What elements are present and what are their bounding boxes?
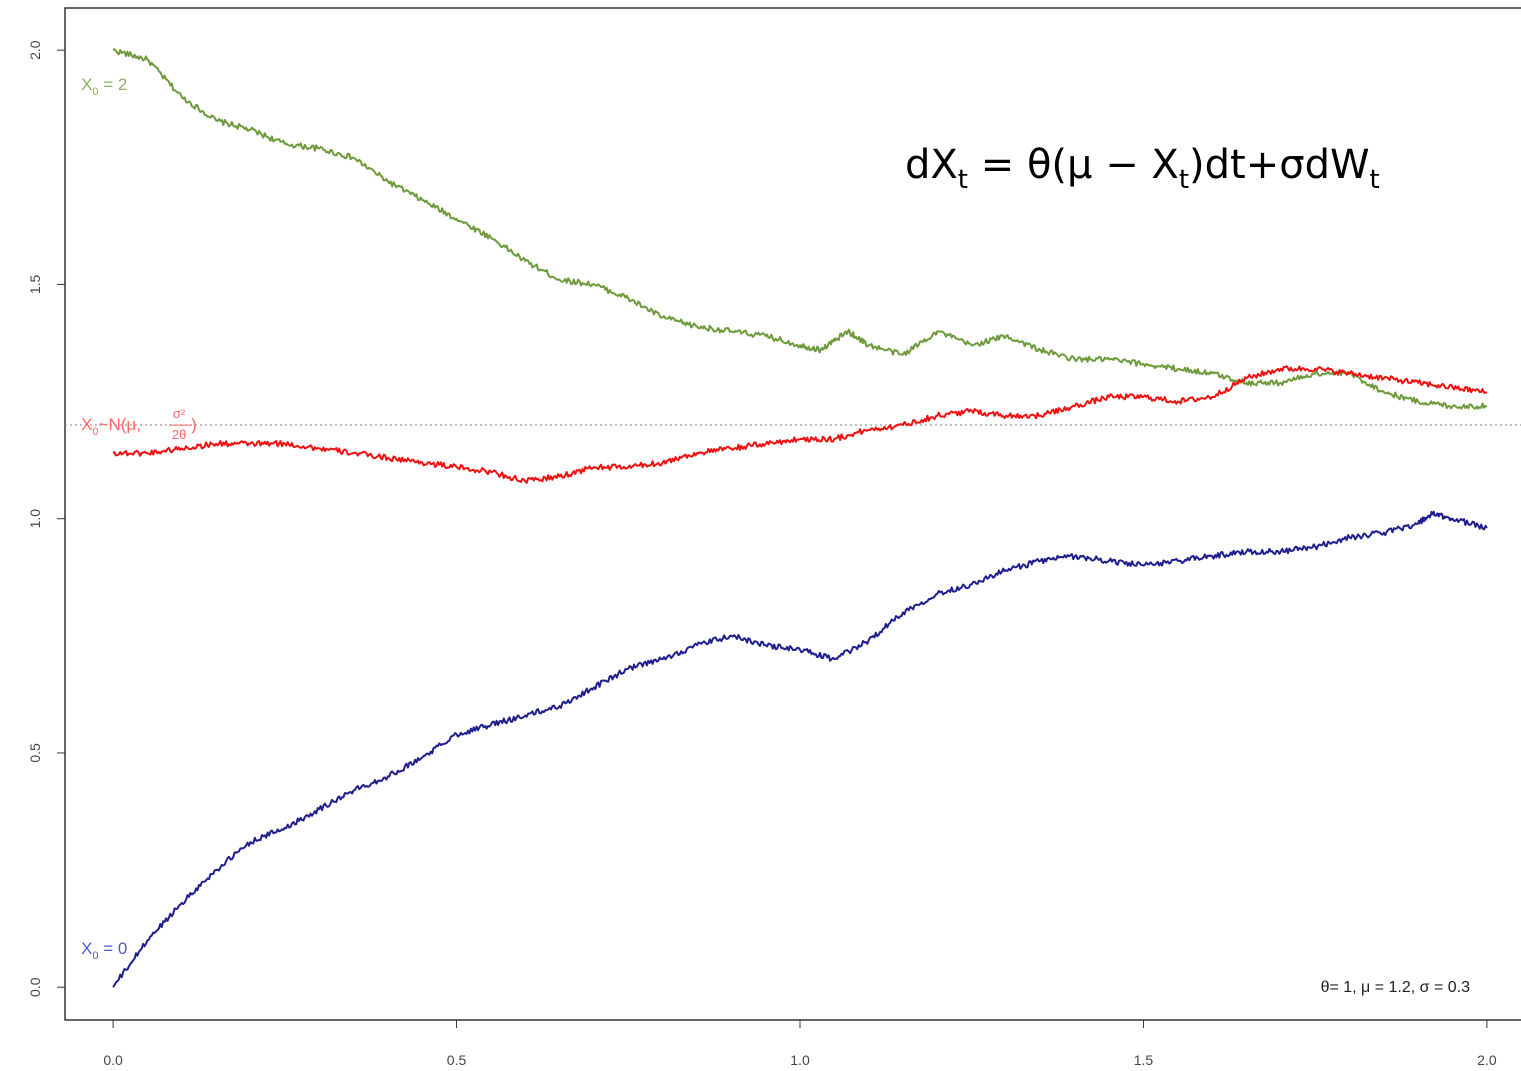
y-tick-label: 2.0: [27, 40, 43, 60]
series-label: X0~N(μ,: [81, 415, 141, 438]
x-tick-label: 1.5: [1134, 1052, 1154, 1068]
y-tick-label: 0.5: [27, 743, 43, 763]
y-tick-label: 0.0: [27, 977, 43, 997]
y-tick-label: 1.5: [27, 274, 43, 294]
y-tick-label: 1.0: [27, 509, 43, 529]
series-labels: X0 = 2 X0~N(μ, σ² 2θ) X0 = 0: [81, 75, 197, 962]
series-line: [112, 48, 1487, 410]
x-tick-label: 1.0: [790, 1052, 810, 1068]
x-tick-label: 0.5: [447, 1052, 467, 1068]
series-label-frac-den: 2θ: [172, 427, 186, 442]
series-label-close: ): [191, 415, 197, 434]
equation-title: dXt = θ(μ − Xt)dt+σdWt: [905, 142, 1380, 195]
series-label: X0 = 2: [81, 75, 127, 98]
series-label-frac-num: σ²: [173, 406, 186, 421]
x-tick-label: 2.0: [1477, 1052, 1497, 1068]
series-line: [112, 510, 1488, 988]
series-line: [112, 365, 1488, 484]
series-layer: [112, 48, 1488, 988]
axes: 0.0 0.5 1.0 1.5 2.0 0.0 0.5 1.0 1.5 2.0: [27, 40, 1497, 1068]
series-label: X0 = 0: [81, 939, 127, 962]
x-tick-label: 0.0: [103, 1052, 123, 1068]
parameters-annotation: θ= 1, μ = 1.2, σ = 0.3: [1321, 979, 1471, 996]
